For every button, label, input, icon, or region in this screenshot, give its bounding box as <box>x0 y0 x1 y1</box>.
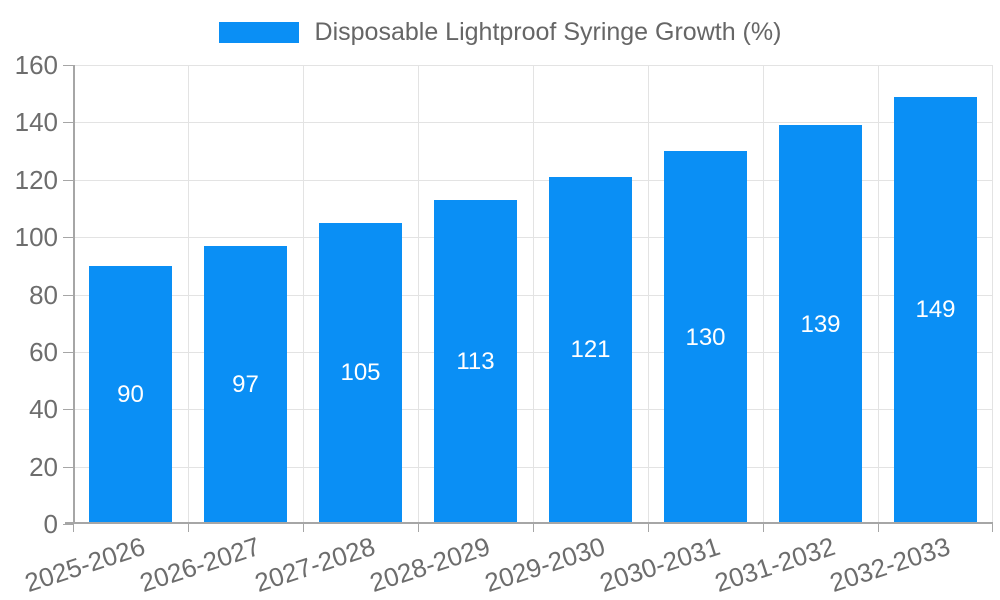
bar <box>894 96 977 524</box>
x-axis-tick <box>533 524 534 532</box>
gridline-vertical <box>992 65 993 524</box>
x-tick-label: 2026-2027 <box>136 531 264 598</box>
bar <box>549 176 632 524</box>
y-axis-tick <box>63 237 73 239</box>
y-axis-line <box>73 65 75 524</box>
y-axis-tick <box>63 179 73 181</box>
y-axis-tick <box>63 65 73 66</box>
gridline-vertical <box>303 65 304 524</box>
gridline-vertical <box>878 65 879 524</box>
bar-value-label: 90 <box>117 380 144 408</box>
y-tick-label: 140 <box>14 107 58 138</box>
y-axis-tick <box>63 122 73 124</box>
bar-value-label: 97 <box>232 370 259 398</box>
y-tick-label: 20 <box>29 451 58 482</box>
x-tick-label: 2032-2033 <box>826 531 954 598</box>
gridline-vertical <box>188 65 189 524</box>
bar <box>319 222 402 524</box>
bar <box>434 199 517 524</box>
bar-value-label: 139 <box>800 310 841 338</box>
y-tick-label: 160 <box>14 50 58 80</box>
y-axis-tick <box>63 351 73 353</box>
gridline-vertical <box>648 65 649 524</box>
bar-value-label: 113 <box>456 347 495 375</box>
x-tick-label: 2028-2029 <box>366 531 494 598</box>
x-tick-label: 2025-2026 <box>21 531 149 598</box>
bar-value-label: 149 <box>915 296 956 324</box>
y-tick-label: 100 <box>14 222 58 253</box>
bar-value-label: 105 <box>340 359 381 387</box>
x-axis-tick <box>73 524 74 532</box>
y-tick-label: 60 <box>29 336 58 367</box>
gridline-vertical <box>418 65 419 524</box>
y-tick-label: 40 <box>29 394 58 425</box>
bar-value-label: 121 <box>570 336 611 364</box>
bar-value-label: 130 <box>685 323 726 351</box>
y-axis-tick <box>63 466 73 468</box>
bar <box>89 265 172 524</box>
plot-area: 90 97 105 113 121 130 139 149 <box>63 65 993 532</box>
legend-label: Disposable Lightproof Syringe Growth (%) <box>314 17 782 46</box>
bar <box>204 245 287 524</box>
y-axis-tick <box>63 409 73 411</box>
y-axis-tick <box>63 294 73 296</box>
x-axis-tick <box>648 524 649 532</box>
x-tick-label: 2030-2031 <box>596 531 724 598</box>
y-axis-tick <box>63 524 73 525</box>
bar <box>779 125 862 524</box>
y-tick-label: 0 <box>43 509 58 539</box>
gridline-vertical <box>533 65 534 524</box>
x-axis-tick <box>188 524 189 532</box>
y-tick-label: 120 <box>14 164 58 195</box>
x-axis-tick <box>878 524 879 532</box>
x-axis-tick <box>992 524 993 532</box>
bar <box>664 151 747 524</box>
chart-legend[interactable]: Disposable Lightproof Syringe Growth (%) <box>0 17 1000 47</box>
x-tick-label: 2027-2028 <box>251 531 379 598</box>
x-axis-tick <box>303 524 304 532</box>
x-axis-tick <box>763 524 764 532</box>
x-tick-label: 2031-2032 <box>711 531 839 598</box>
x-axis-line <box>65 522 993 524</box>
x-tick-label: 2029-2030 <box>481 531 609 598</box>
legend-swatch-icon <box>218 21 299 43</box>
y-tick-label: 80 <box>29 279 58 310</box>
x-axis-tick <box>418 524 419 532</box>
gridline-vertical <box>763 65 764 524</box>
